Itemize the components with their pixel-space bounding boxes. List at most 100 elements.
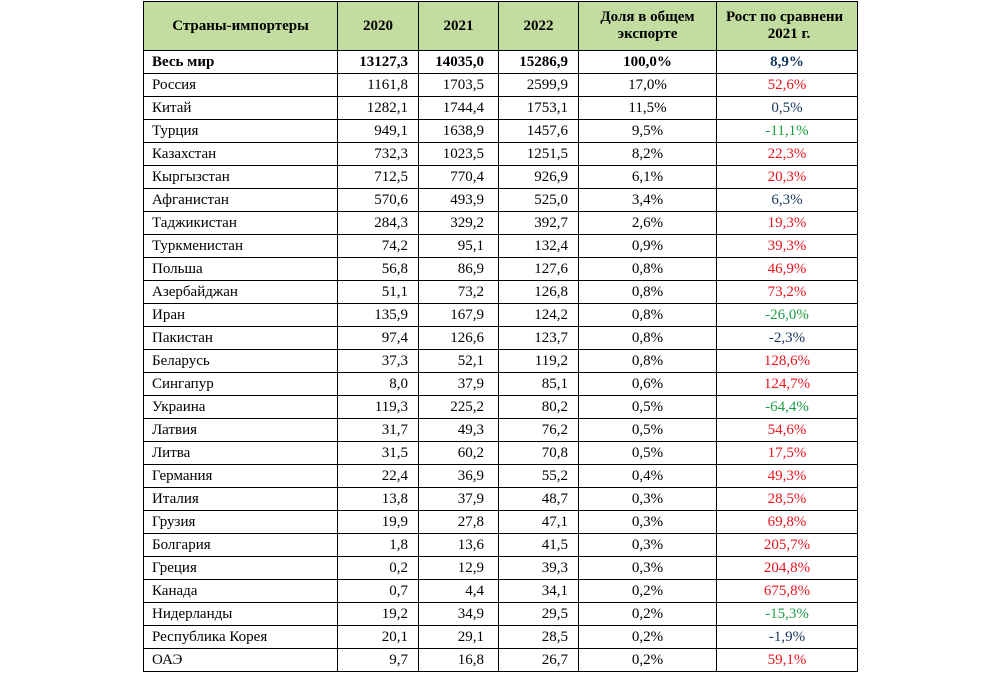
cell-growth: 59,1% — [716, 648, 858, 672]
cell-share: 8,2% — [578, 142, 717, 166]
cell-2022: 70,8 — [498, 441, 579, 465]
table-row: Афганистан 570,6 493,9 525,0 3,4% 6,3% — [143, 188, 858, 212]
cell-2022: 1753,1 — [498, 96, 579, 120]
cell-2020: 31,7 — [337, 418, 419, 442]
cell-2020: 13,8 — [337, 487, 419, 511]
cell-2021: 14035,0 — [418, 50, 499, 74]
cell-country: Латвия — [143, 418, 338, 442]
cell-2020: 20,1 — [337, 625, 419, 649]
table-row: Россия 1161,8 1703,5 2599,9 17,0% 52,6% — [143, 73, 858, 97]
cell-2021: 770,4 — [418, 165, 499, 189]
cell-2021: 95,1 — [418, 234, 499, 258]
cell-2021: 49,3 — [418, 418, 499, 442]
header-share-line2: экспорте — [617, 26, 678, 42]
cell-2022: 132,4 — [498, 234, 579, 258]
cell-2021: 73,2 — [418, 280, 499, 304]
cell-2020: 13127,3 — [337, 50, 419, 74]
table-row: Иран 135,9 167,9 124,2 0,8% -26,0% — [143, 303, 858, 327]
cell-2022: 39,3 — [498, 556, 579, 580]
cell-share: 0,2% — [578, 648, 717, 672]
cell-2020: 9,7 — [337, 648, 419, 672]
cell-country: Россия — [143, 73, 338, 97]
cell-2020: 51,1 — [337, 280, 419, 304]
cell-2020: 1282,1 — [337, 96, 419, 120]
cell-share: 0,9% — [578, 234, 717, 258]
cell-growth: -15,3% — [716, 602, 858, 626]
cell-country: Беларусь — [143, 349, 338, 373]
table-row: ОАЭ 9,7 16,8 26,7 0,2% 59,1% — [143, 648, 858, 672]
cell-share: 0,8% — [578, 303, 717, 327]
cell-2022: 127,6 — [498, 257, 579, 281]
cell-share: 0,3% — [578, 533, 717, 557]
cell-2022: 29,5 — [498, 602, 579, 626]
cell-share: 0,8% — [578, 280, 717, 304]
cell-2020: 19,2 — [337, 602, 419, 626]
table-row: Республика Корея 20,1 29,1 28,5 0,2% -1,9% — [143, 625, 858, 649]
cell-growth: 0,5% — [716, 96, 858, 120]
cell-country: Республика Корея — [143, 625, 338, 649]
cell-2021: 1638,9 — [418, 119, 499, 143]
cell-country: Литва — [143, 441, 338, 465]
table-row: Германия 22,4 36,9 55,2 0,4% 49,3% — [143, 464, 858, 488]
import-countries-table: Страны-импортеры 2020 2021 2022 Доля в о… — [143, 1, 858, 672]
cell-share: 6,1% — [578, 165, 717, 189]
cell-2020: 712,5 — [337, 165, 419, 189]
cell-2020: 0,7 — [337, 579, 419, 603]
cell-growth: 128,6% — [716, 349, 858, 373]
cell-share: 0,5% — [578, 441, 717, 465]
cell-growth: 204,8% — [716, 556, 858, 580]
table-row: Польша 56,8 86,9 127,6 0,8% 46,9% — [143, 257, 858, 281]
cell-share: 0,2% — [578, 579, 717, 603]
table-row: Азербайджан 51,1 73,2 126,8 0,8% 73,2% — [143, 280, 858, 304]
cell-2020: 1161,8 — [337, 73, 419, 97]
cell-2022: 124,2 — [498, 303, 579, 327]
cell-2022: 48,7 — [498, 487, 579, 511]
cell-2020: 949,1 — [337, 119, 419, 143]
cell-2021: 60,2 — [418, 441, 499, 465]
table-row: Казахстан 732,3 1023,5 1251,5 8,2% 22,3% — [143, 142, 858, 166]
cell-country: Иран — [143, 303, 338, 327]
cell-share: 2,6% — [578, 211, 717, 235]
table-row: Кыргызстан 712,5 770,4 926,9 6,1% 20,3% — [143, 165, 858, 189]
table-row: Таджикистан 284,3 329,2 392,7 2,6% 19,3% — [143, 211, 858, 235]
header-growth-line1: Рост по сравнени — [726, 9, 844, 25]
cell-2020: 19,9 — [337, 510, 419, 534]
cell-2021: 34,9 — [418, 602, 499, 626]
cell-2021: 13,6 — [418, 533, 499, 557]
cell-2021: 329,2 — [418, 211, 499, 235]
cell-growth: 19,3% — [716, 211, 858, 235]
table-row: Литва 31,5 60,2 70,8 0,5% 17,5% — [143, 441, 858, 465]
cell-2020: 8,0 — [337, 372, 419, 396]
cell-growth: 22,3% — [716, 142, 858, 166]
cell-share: 0,8% — [578, 257, 717, 281]
cell-2022: 126,8 — [498, 280, 579, 304]
cell-2022: 2599,9 — [498, 73, 579, 97]
cell-2022: 76,2 — [498, 418, 579, 442]
cell-2021: 16,8 — [418, 648, 499, 672]
header-growth: Рост по сравнени 2021 г. — [716, 1, 858, 51]
cell-2021: 126,6 — [418, 326, 499, 350]
cell-growth: -64,4% — [716, 395, 858, 419]
cell-country: Таджикистан — [143, 211, 338, 235]
cell-share: 0,2% — [578, 625, 717, 649]
cell-2021: 27,8 — [418, 510, 499, 534]
cell-growth: -26,0% — [716, 303, 858, 327]
cell-share: 3,4% — [578, 188, 717, 212]
cell-2022: 123,7 — [498, 326, 579, 350]
table-row: Украина 119,3 225,2 80,2 0,5% -64,4% — [143, 395, 858, 419]
cell-2022: 15286,9 — [498, 50, 579, 74]
cell-country: Пакистан — [143, 326, 338, 350]
cell-country: Канада — [143, 579, 338, 603]
cell-growth: -1,9% — [716, 625, 858, 649]
cell-growth: 17,5% — [716, 441, 858, 465]
table-row-world-total: Весь мир 13127,3 14035,0 15286,9 100,0% 8,9% — [143, 50, 858, 74]
cell-2021: 37,9 — [418, 372, 499, 396]
cell-2021: 167,9 — [418, 303, 499, 327]
table-row: Пакистан 97,4 126,6 123,7 0,8% -2,3% — [143, 326, 858, 350]
cell-country: Италия — [143, 487, 338, 511]
cell-share: 0,2% — [578, 602, 717, 626]
cell-2022: 525,0 — [498, 188, 579, 212]
table-row: Туркменистан 74,2 95,1 132,4 0,9% 39,3% — [143, 234, 858, 258]
cell-share: 0,3% — [578, 556, 717, 580]
cell-2020: 284,3 — [337, 211, 419, 235]
